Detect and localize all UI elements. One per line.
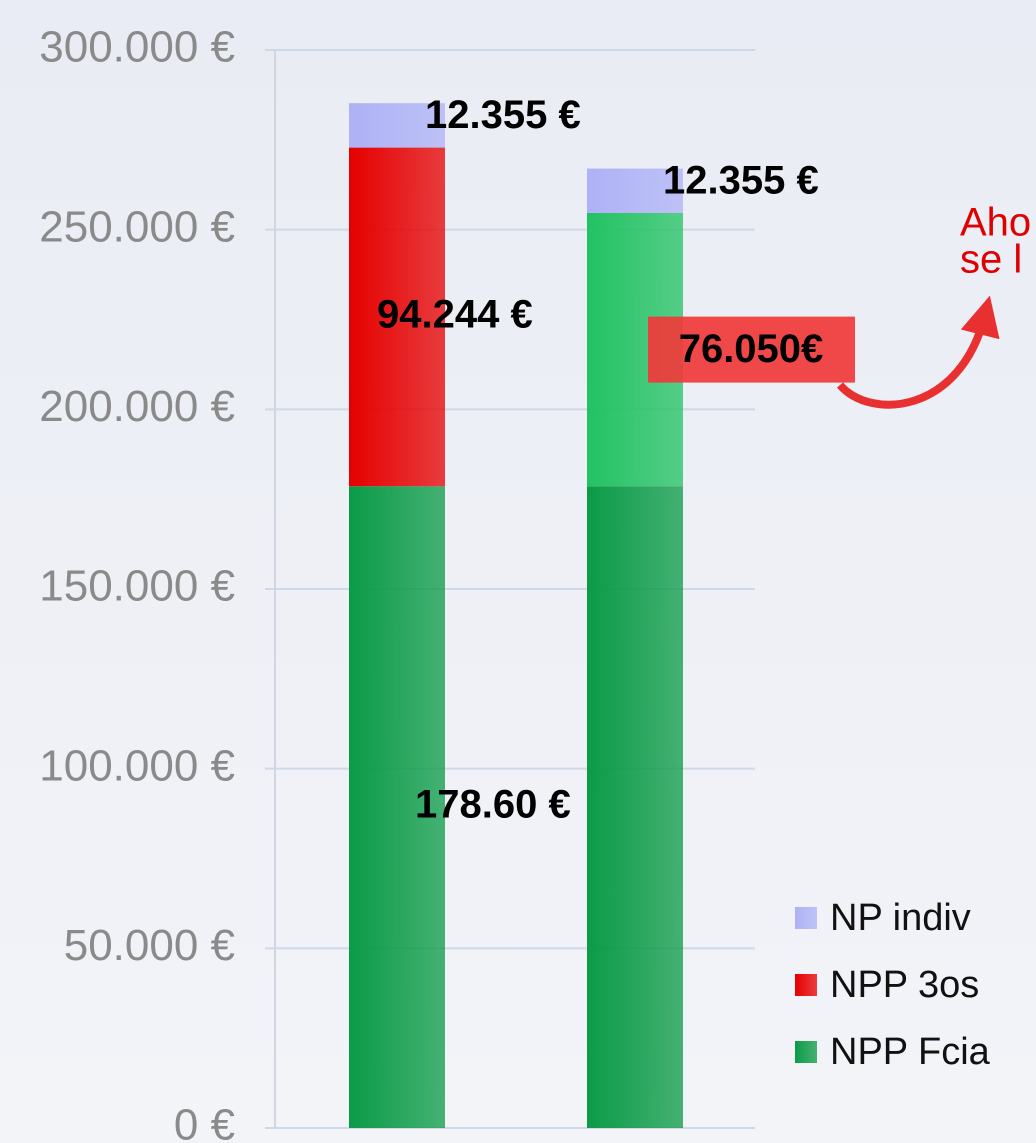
y-tick-label: 50.000 €	[64, 921, 235, 970]
legend-label: NPP Fcia	[830, 1031, 991, 1073]
y-tick-label: 250.000 €	[39, 202, 235, 251]
value-label: 94.244 €	[377, 292, 533, 336]
callout-box	[648, 316, 855, 383]
legend-label: NP indiv	[830, 897, 971, 939]
arrow	[836, 295, 1000, 409]
legend-swatch	[795, 1041, 817, 1063]
value-label: 178.60 €	[415, 783, 571, 827]
bar-segment	[587, 486, 683, 1128]
value-label: 12.355 €	[425, 93, 581, 137]
y-tick-label: 150.000 €	[39, 562, 235, 611]
legend-swatch	[795, 907, 817, 929]
legend-swatch	[795, 974, 817, 996]
y-tick-label: 0 €	[174, 1101, 235, 1143]
y-tick-label: 100.000 €	[39, 741, 235, 790]
value-label: 12.355 €	[663, 158, 819, 202]
bar-segment	[587, 168, 683, 213]
bar-segment	[349, 486, 445, 1128]
legend-label: NPP 3os	[830, 964, 979, 1006]
bar-segment	[349, 147, 445, 487]
bar-segment	[349, 103, 445, 148]
annotation: Aho	[960, 201, 1031, 245]
y-tick-label: 300.000 €	[39, 23, 235, 72]
annotation: se l	[960, 238, 1022, 282]
value-label: 76.050€	[679, 327, 824, 371]
y-tick-label: 200.000 €	[39, 382, 235, 431]
